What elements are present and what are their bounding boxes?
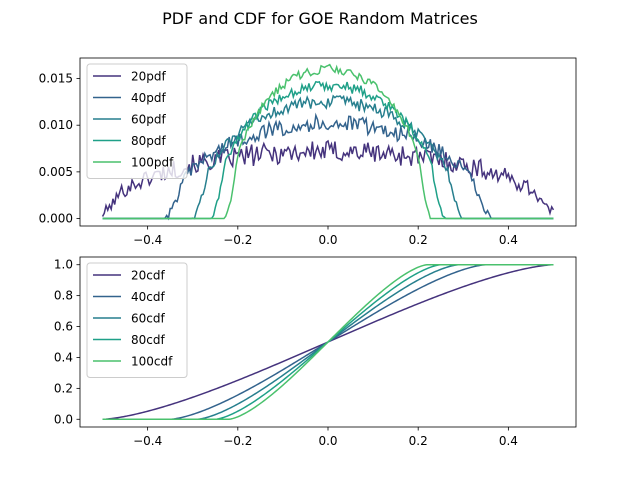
cdf-legend-label-20cdf: 20cdf bbox=[131, 269, 165, 283]
pdf-legend-label-20pdf: 20pdf bbox=[131, 70, 167, 84]
pdf-x-tick-label: 0.4 bbox=[499, 233, 518, 247]
cdf-x-tick-label: −0.4 bbox=[133, 434, 162, 448]
cdf-y-tick-label: 0.2 bbox=[54, 381, 73, 395]
figure-title: PDF and CDF for GOE Random Matrices bbox=[162, 9, 478, 28]
pdf-y-tick-label: 0.005 bbox=[39, 165, 73, 179]
pdf-legend-label-60pdf: 60pdf bbox=[131, 113, 167, 127]
pdf-x-tick-label: −0.2 bbox=[223, 233, 252, 247]
pdf-series-line-40pdf bbox=[102, 112, 554, 221]
cdf-y-tick-label: 0.0 bbox=[54, 412, 73, 426]
cdf-x-tick-label: 0.2 bbox=[409, 434, 428, 448]
cdf-legend: 20cdf 40cdf 60cdf 80cdf 100cdf bbox=[86, 262, 188, 378]
cdf-axes: −0.4 −0.2 0.0 0.2 0.4 0.0 0.2 0.4 0.6 0.8 1.0 20cdf… bbox=[54, 256, 577, 448]
pdf-legend-box bbox=[86, 63, 188, 179]
pdf-y-tick-label: 0.010 bbox=[39, 118, 73, 132]
cdf-y-tick-label: 0.6 bbox=[54, 320, 73, 334]
cdf-legend-label-40cdf: 40cdf bbox=[131, 290, 165, 304]
pdf-legend-label-80pdf: 80pdf bbox=[131, 134, 167, 148]
cdf-y-tick-label: 0.4 bbox=[54, 350, 73, 364]
pdf-y-tick-label: 0.015 bbox=[39, 72, 73, 86]
pdf-legend-label-100pdf: 100pdf bbox=[131, 156, 174, 170]
pdf-x-tick-label: 0.2 bbox=[409, 233, 428, 247]
cdf-y-tick-label: 1.0 bbox=[54, 258, 73, 272]
pdf-y-tick-label: 0.000 bbox=[39, 212, 73, 226]
cdf-legend-label-80cdf: 80cdf bbox=[131, 333, 165, 347]
cdf-x-tick-label: 0.0 bbox=[318, 434, 337, 448]
pdf-x-tick-label: −0.4 bbox=[133, 233, 162, 247]
cdf-y-tick-label: 0.8 bbox=[54, 289, 73, 303]
cdf-legend-label-60cdf: 60cdf bbox=[131, 312, 165, 326]
pdf-legend-label-40pdf: 40pdf bbox=[131, 91, 167, 105]
cdf-series-line-100cdf bbox=[102, 263, 554, 421]
pdf-axes: −0.4 −0.2 0.0 0.2 0.4 0.000 0.005 0.010 0.015 20p… bbox=[39, 57, 577, 247]
cdf-legend-box bbox=[86, 262, 188, 378]
cdf-legend-label-100cdf: 100cdf bbox=[131, 355, 173, 369]
pdf-series-line-100pdf bbox=[102, 63, 554, 220]
cdf-x-tick-label: −0.2 bbox=[223, 434, 252, 448]
cdf-x-tick-label: 0.4 bbox=[499, 434, 518, 448]
pdf-legend: 20pdf 40pdf 60pdf 80pdf 100pdf bbox=[86, 63, 188, 179]
pdf-x-tick-label: 0.0 bbox=[318, 233, 337, 247]
